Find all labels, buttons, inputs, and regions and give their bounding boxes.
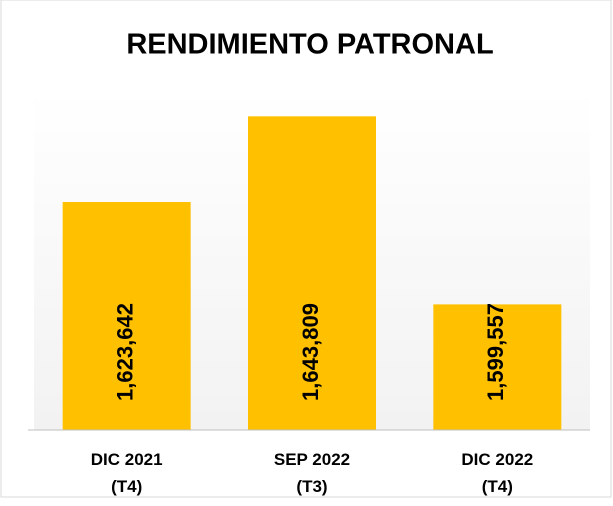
- x-tick-label: DIC 2022 (T4): [461, 450, 534, 496]
- bar: [62, 202, 191, 430]
- value-label: 1,643,809: [298, 303, 323, 401]
- chart-title: RENDIMIENTO PATRONAL: [126, 29, 493, 61]
- value-label: 1,599,557: [483, 303, 508, 401]
- x-tick-label: SEP 2022 (T3): [273, 450, 351, 496]
- value-label: 1,623,642: [112, 303, 137, 401]
- x-tick-label: DIC 2021 (T4): [90, 450, 163, 496]
- bar: [433, 304, 562, 430]
- bar: [248, 116, 376, 430]
